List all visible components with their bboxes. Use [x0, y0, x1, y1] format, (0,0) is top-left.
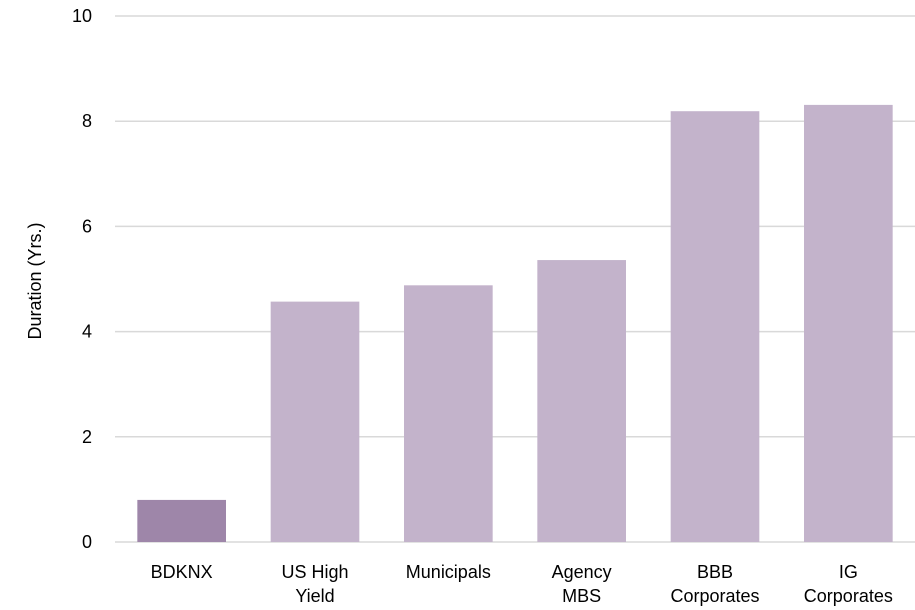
bar: [804, 104, 893, 543]
y-tick-label: 4: [82, 322, 92, 342]
y-tick-label: 10: [72, 6, 92, 26]
y-tick-label: 8: [82, 111, 92, 131]
y-tick-label: 2: [82, 427, 92, 447]
bar: [137, 499, 226, 542]
x-tick-label: BDKNX: [151, 562, 213, 582]
bar: [404, 285, 493, 542]
x-tick-label: BBB Corporates: [670, 562, 759, 606]
bar: [537, 260, 626, 542]
y-tick-label: 6: [82, 216, 92, 236]
x-tick-label: IG Corporates: [804, 562, 893, 606]
y-tick-label: 0: [82, 532, 92, 552]
x-tick-label: Agency MBS: [552, 562, 612, 606]
y-axis-ticks: 0 2 4 6 8 10: [72, 6, 92, 552]
x-tick-label: US High Yield: [281, 562, 348, 606]
gridlines: [115, 15, 915, 543]
x-axis-ticks: BDKNX US High Yield Municipals Agency MBS BBB C…: [151, 562, 893, 606]
bar: [670, 111, 760, 543]
bar: [270, 301, 360, 542]
x-tick-label: Municipals: [406, 562, 491, 582]
bars: [137, 104, 893, 543]
y-axis-title: Duration (Yrs.): [25, 222, 45, 339]
